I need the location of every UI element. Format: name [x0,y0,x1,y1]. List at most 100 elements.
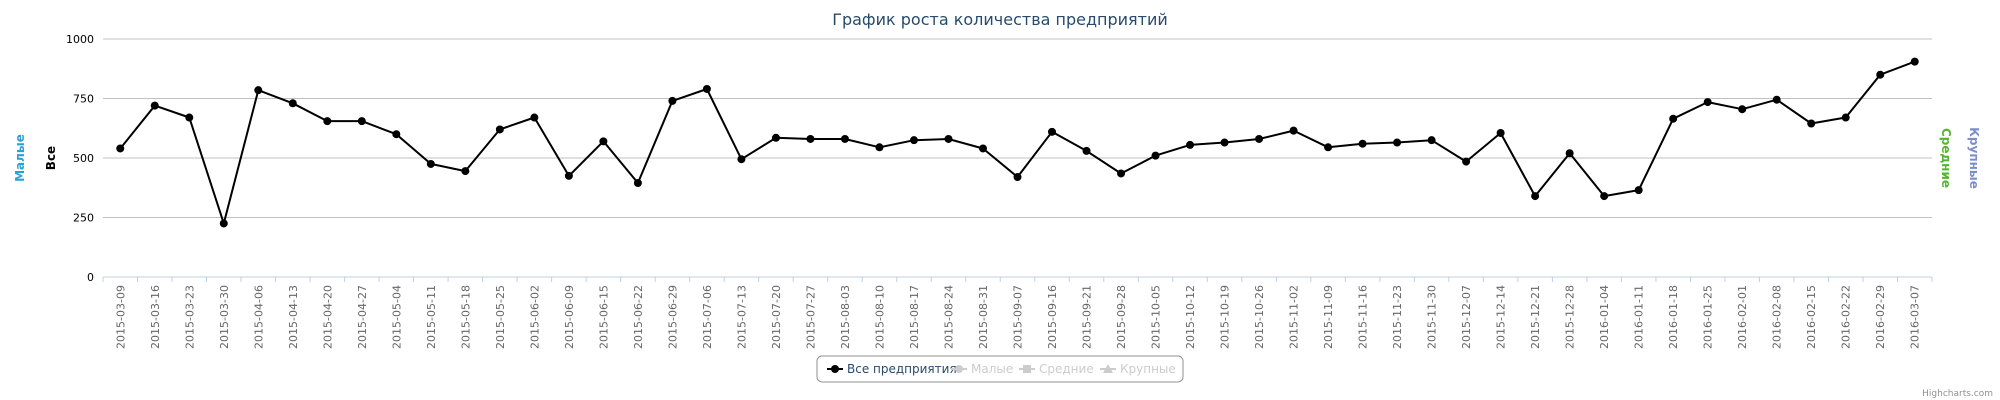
data-point[interactable] [1807,119,1816,128]
data-point[interactable] [599,137,608,146]
data-point[interactable] [909,136,918,145]
x-tick-label: 2015-12-21 [1529,285,1542,349]
data-point[interactable] [392,130,401,139]
y-axis-ticks: 0 250 500 750 1000 [66,33,94,284]
x-tick-label: 2016-02-01 [1736,285,1749,349]
data-point[interactable] [1358,139,1367,148]
x-tick-label: 2015-11-23 [1391,285,1404,349]
legend-marker [1023,365,1031,373]
x-tick-label: 2015-05-11 [425,285,438,349]
credits-text[interactable]: Highcharts.com [1922,389,1993,399]
x-tick-label: 2015-12-28 [1564,285,1577,349]
y-tick-label: 250 [73,212,94,225]
series-line [119,60,1916,225]
data-point[interactable] [288,99,297,108]
data-point[interactable] [461,167,470,176]
data-point[interactable] [150,101,159,110]
data-point[interactable] [1462,157,1471,166]
x-tick-label: 2015-10-26 [1253,285,1266,349]
x-tick-label: 2015-10-05 [1150,285,1163,349]
data-point[interactable] [1427,136,1436,145]
x-tick-label: 2015-04-27 [356,285,369,349]
data-point[interactable] [1151,151,1160,160]
data-point[interactable] [1910,57,1919,66]
x-tick-label: 2015-08-17 [908,285,921,349]
legend-item[interactable]: Средние [1019,362,1094,376]
x-tick-label: 2016-02-22 [1840,285,1853,349]
data-point[interactable] [185,113,194,122]
x-tick-label: 2015-08-24 [942,285,955,349]
legend-marker [831,365,839,373]
data-point[interactable] [530,113,539,122]
data-point[interactable] [1841,113,1850,122]
data-point[interactable] [1703,98,1712,107]
data-point[interactable] [668,96,677,105]
x-tick-label: 2015-06-02 [528,285,541,349]
data-point[interactable] [978,144,987,153]
data-point[interactable] [1738,105,1747,114]
data-point[interactable] [1255,134,1264,143]
data-point[interactable] [1669,114,1678,123]
data-point[interactable] [737,155,746,164]
data-point[interactable] [1117,169,1126,178]
legend-item[interactable]: Крупные [1100,362,1176,376]
data-point[interactable] [702,84,711,93]
data-point[interactable] [875,143,884,152]
data-point[interactable] [116,144,125,153]
data-point[interactable] [426,159,435,168]
x-tick-label: 2015-07-20 [770,285,783,349]
x-tick-label: 2015-06-29 [666,285,679,349]
data-point[interactable] [1634,186,1643,195]
x-tick-label: 2015-12-14 [1495,285,1508,349]
grid-lines [103,38,1932,278]
data-point[interactable] [1048,127,1057,136]
data-point[interactable] [1876,70,1885,79]
data-point[interactable] [254,86,263,95]
data-point[interactable] [357,117,366,126]
y-axis-title: Малые [13,134,27,182]
data-point[interactable] [495,125,504,134]
data-point[interactable] [840,134,849,143]
x-tick-label: 2015-11-09 [1322,285,1335,349]
x-tick-label: 2015-12-07 [1460,285,1473,349]
x-tick-label: 2016-01-18 [1667,285,1680,349]
x-tick-label: 2015-04-13 [287,285,300,349]
x-tick-label: 2015-07-27 [804,285,817,349]
legend-label: Малые [971,362,1013,376]
legend-marker [955,365,963,373]
data-point[interactable] [1565,149,1574,158]
legend-box [816,355,1184,383]
data-point[interactable] [1013,173,1022,182]
data-point[interactable] [323,117,332,126]
data-point[interactable] [1600,192,1609,201]
data-point[interactable] [1393,138,1402,147]
data-point[interactable] [771,133,780,142]
data-point[interactable] [1082,146,1091,155]
data-point[interactable] [1531,192,1540,201]
x-tick-label: 2015-09-21 [1081,285,1094,349]
data-point[interactable] [1186,140,1195,149]
legend-item[interactable]: Все предприятия [827,362,957,376]
data-point[interactable] [219,219,228,228]
x-tick-label: 2015-07-06 [701,285,714,349]
y-axis-title: Средние [1939,128,1953,188]
data-point[interactable] [1289,126,1298,135]
legend[interactable]: Все предприятия Малые Средние Крупные [816,355,1184,383]
data-point[interactable] [1772,95,1781,104]
chart-title: График роста количества предприятий [832,10,1168,29]
x-tick-label: 2015-06-15 [597,285,610,349]
data-point[interactable] [806,134,815,143]
data-point[interactable] [944,134,953,143]
x-tick-label: 2016-01-11 [1633,285,1646,349]
x-tick-label: 2015-11-30 [1426,285,1439,349]
x-tick-label: 2015-05-18 [459,285,472,349]
data-point[interactable] [1496,129,1505,138]
data-point[interactable] [1324,143,1333,152]
data-point[interactable] [564,171,573,180]
y-tick-label: 500 [73,152,94,165]
x-tick-label: 2015-03-30 [218,285,231,349]
data-point[interactable] [1220,138,1229,147]
data-point[interactable] [633,178,642,187]
legend-item[interactable]: Малые [951,362,1013,376]
series-all-enterprises [116,57,1919,228]
